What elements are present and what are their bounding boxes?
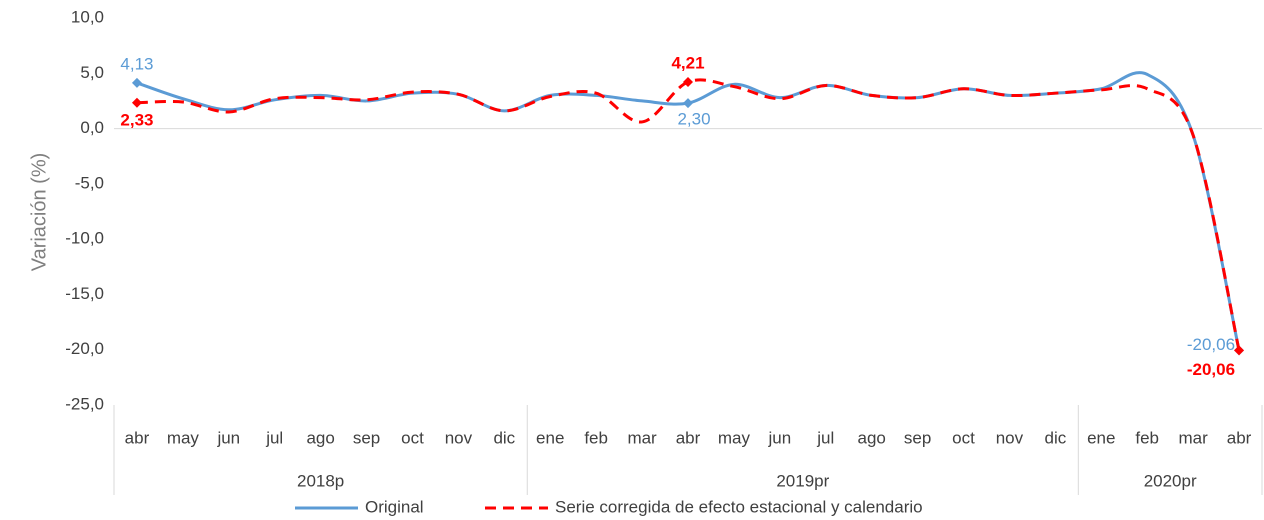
x-group-label: 2018p <box>297 471 344 490</box>
data-label: 4,13 <box>120 54 153 73</box>
x-group-label: 2019pr <box>776 471 829 490</box>
x-tick-label: oct <box>952 428 975 447</box>
y-tick-label: -15,0 <box>65 284 104 303</box>
data-label: -20,06 <box>1187 335 1235 354</box>
data-label: 2,30 <box>677 110 710 129</box>
x-tick-label: abr <box>1227 428 1252 447</box>
x-tick-label: ago <box>857 428 885 447</box>
x-tick-label: oct <box>401 428 424 447</box>
y-tick-label: -10,0 <box>65 229 104 248</box>
x-tick-label: feb <box>584 428 608 447</box>
x-tick-label: nov <box>445 428 473 447</box>
data-label: 4,21 <box>671 54 704 73</box>
point-marker <box>683 98 693 109</box>
x-tick-label: ago <box>306 428 334 447</box>
x-tick-label: feb <box>1135 428 1159 447</box>
x-tick-label: dic <box>493 428 515 447</box>
point-marker <box>131 97 142 108</box>
x-group-label: 2020pr <box>1144 471 1197 490</box>
x-tick-label: jun <box>216 428 240 447</box>
x-tick-label: sep <box>353 428 380 447</box>
point-marker <box>683 77 693 88</box>
y-axis-label: Variación (%) <box>28 153 50 272</box>
point-marker <box>1234 345 1245 356</box>
x-tick-label: jun <box>767 428 791 447</box>
data-label: -20,06 <box>1187 360 1235 379</box>
x-tick-label: jul <box>816 428 834 447</box>
x-tick-label: mar <box>1178 428 1208 447</box>
legend-label: Original <box>365 497 424 516</box>
x-tick-label: dic <box>1044 428 1066 447</box>
y-tick-label: 10,0 <box>71 7 104 26</box>
x-tick-label: jul <box>265 428 283 447</box>
y-tick-label: -25,0 <box>65 394 104 413</box>
series-line <box>136 78 1241 351</box>
x-tick-label: may <box>167 428 200 447</box>
y-tick-label: 0,0 <box>80 118 104 137</box>
x-tick-label: abr <box>676 428 701 447</box>
x-tick-label: may <box>718 428 751 447</box>
x-tick-label: mar <box>627 428 657 447</box>
x-tick-label: ene <box>1087 428 1115 447</box>
x-tick-label: ene <box>536 428 564 447</box>
x-tick-label: abr <box>125 428 150 447</box>
data-label: 2,33 <box>120 110 153 129</box>
y-tick-label: -5,0 <box>75 173 104 192</box>
y-tick-label: 5,0 <box>80 63 104 82</box>
legend-label: Serie corregida de efecto estacional y c… <box>555 497 923 516</box>
x-tick-label: sep <box>904 428 931 447</box>
y-tick-label: -20,0 <box>65 339 104 358</box>
point-marker <box>131 77 142 88</box>
x-tick-label: nov <box>996 428 1024 447</box>
